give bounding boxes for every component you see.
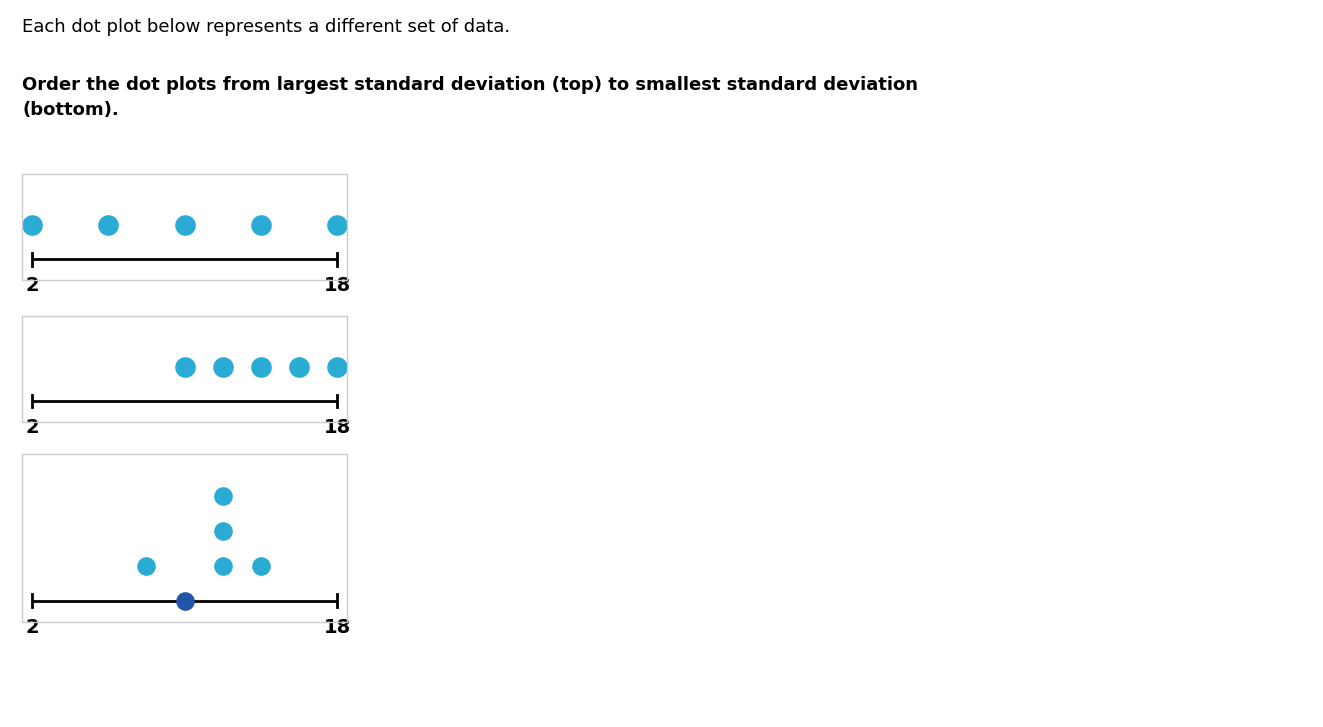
- Point: [250, 361, 271, 373]
- Point: [21, 220, 42, 231]
- Text: 18: 18: [323, 276, 351, 295]
- Point: [136, 560, 157, 571]
- Text: Order the dot plots from largest standard deviation (top) to smallest standard d: Order the dot plots from largest standar…: [22, 76, 918, 119]
- Text: 2: 2: [25, 418, 38, 437]
- Point: [327, 361, 348, 373]
- Text: Each dot plot below represents a different set of data.: Each dot plot below represents a differe…: [22, 18, 511, 36]
- Point: [212, 490, 233, 502]
- Point: [250, 220, 271, 231]
- Point: [212, 525, 233, 537]
- Point: [175, 595, 196, 606]
- Point: [212, 560, 233, 571]
- Point: [288, 361, 310, 373]
- Text: 2: 2: [25, 618, 38, 637]
- Text: 2: 2: [25, 276, 38, 295]
- Text: 18: 18: [323, 618, 351, 637]
- Point: [212, 361, 233, 373]
- Text: 18: 18: [323, 418, 351, 437]
- Point: [175, 220, 196, 231]
- Point: [175, 361, 196, 373]
- Point: [98, 220, 119, 231]
- Point: [327, 220, 348, 231]
- Point: [250, 560, 271, 571]
